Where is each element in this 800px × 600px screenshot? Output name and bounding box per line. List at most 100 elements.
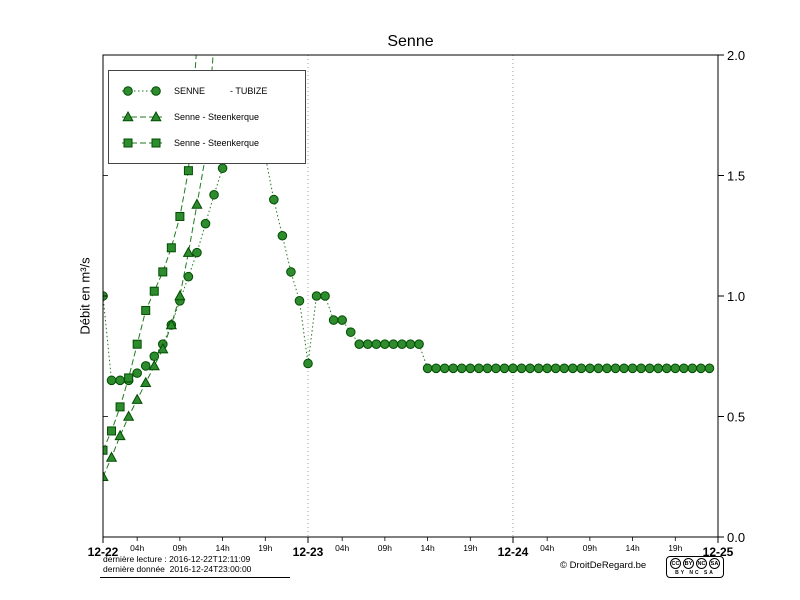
- square-marker: [149, 286, 159, 296]
- cc-license-badge[interactable]: CC BY NC SA BY NC SA: [666, 556, 724, 578]
- circle-marker: [593, 363, 604, 374]
- x-hour-label: 19h: [668, 543, 682, 553]
- copyright-link[interactable]: © DroitDeRegard.be: [560, 560, 647, 571]
- circle-marker: [422, 363, 433, 374]
- triangle-marker: [174, 289, 186, 301]
- legend: SENNE - TUBIZE Senne - Steenkerque Senne…: [108, 70, 306, 164]
- triangle-marker: [165, 318, 177, 330]
- square-marker: [124, 373, 134, 383]
- circle-marker: [320, 291, 330, 301]
- square-marker: [151, 138, 161, 148]
- square-marker: [123, 138, 133, 148]
- y-axis: 0.0 0.5 1.0 1.5 2.0: [103, 48, 745, 545]
- x-hour-label: 14h: [625, 543, 639, 553]
- x-hour-label: 19h: [258, 543, 272, 553]
- cc-icon: CC: [670, 558, 681, 569]
- legend-sample-line: [122, 138, 162, 148]
- circle-marker: [696, 363, 706, 374]
- circle-marker: [380, 339, 390, 350]
- triangle-marker: [209, 38, 219, 47]
- square-marker: [166, 243, 176, 253]
- circle-marker: [192, 247, 202, 258]
- circle-marker: [328, 315, 339, 325]
- x-hour-label: 04h: [130, 543, 144, 553]
- legend-sample-line: [122, 110, 162, 122]
- circle-marker: [354, 339, 365, 350]
- nc-icon: NC: [696, 558, 707, 569]
- circle-marker: [474, 363, 484, 374]
- legend-item-steenkerque-2: Senne - Steenkerque: [119, 130, 305, 156]
- circle-marker: [525, 363, 535, 374]
- circle-marker: [345, 327, 356, 337]
- circle-marker: [115, 375, 125, 386]
- gridlines: [307, 55, 514, 537]
- circle-marker: [491, 363, 501, 374]
- circle-marker: [151, 86, 161, 96]
- circle-marker: [636, 363, 646, 374]
- circle-marker: [405, 339, 416, 350]
- y-tick-label: 1.0: [727, 289, 745, 304]
- circle-marker: [679, 363, 689, 374]
- circle-marker: [371, 339, 382, 350]
- circle-marker: [132, 368, 142, 378]
- circle-marker: [183, 271, 194, 282]
- legend-label: Senne - Steenkerque: [174, 112, 260, 122]
- circle-marker: [106, 375, 117, 386]
- triangle-marker: [150, 110, 162, 122]
- x-hour-label: 14h: [215, 543, 229, 553]
- circle-marker: [585, 363, 595, 374]
- legend-item-tubize: SENNE - TUBIZE: [119, 78, 305, 104]
- series-triangle: [103, 38, 219, 482]
- circle-marker: [687, 363, 698, 374]
- x-day-label: 12-25: [703, 545, 734, 559]
- x-hour-label: 09h: [173, 543, 187, 553]
- y-tick-label: 0.5: [727, 410, 745, 425]
- footer-divider: [100, 577, 290, 578]
- cc-caption: BY NC SA: [675, 570, 715, 576]
- circle-marker: [610, 363, 621, 374]
- circle-marker: [508, 363, 518, 374]
- square-marker: [158, 267, 168, 277]
- circle-marker: [670, 363, 681, 374]
- circle-marker: [567, 363, 578, 374]
- circle-marker: [559, 363, 570, 374]
- circle-marker: [533, 363, 544, 374]
- circle-marker: [448, 363, 459, 374]
- by-icon: BY: [683, 558, 694, 569]
- circle-marker: [576, 363, 587, 374]
- circle-marker: [653, 363, 664, 374]
- triangle-marker: [131, 393, 143, 404]
- circle-marker: [397, 339, 407, 350]
- circle-marker: [602, 363, 612, 374]
- circle-marker: [627, 363, 638, 374]
- x-hour-label: 04h: [540, 543, 554, 553]
- circle-marker: [499, 363, 510, 374]
- cc-icons-row: CC BY NC SA: [670, 558, 720, 569]
- legend-label: Senne - Steenkerque: [174, 138, 260, 148]
- x-day-label: 12-24: [498, 545, 529, 559]
- circle-marker: [311, 291, 322, 301]
- triangle-marker: [191, 198, 203, 209]
- circle-marker: [550, 363, 561, 374]
- circle-marker: [516, 363, 527, 374]
- sa-icon: SA: [709, 558, 720, 569]
- triangle-marker: [105, 451, 118, 462]
- circle-marker: [303, 358, 313, 369]
- circle-marker: [200, 218, 211, 229]
- circle-marker: [704, 363, 715, 374]
- legend-sample-line: [122, 86, 162, 96]
- circle-marker: [337, 315, 347, 325]
- circle-marker: [209, 189, 219, 200]
- x-hour-label: 19h: [463, 543, 477, 553]
- x-hour-label: 04h: [335, 543, 349, 553]
- square-marker: [183, 166, 193, 176]
- circle-marker: [482, 363, 493, 374]
- triangle-marker: [122, 110, 134, 122]
- y-tick-label: 1.5: [727, 169, 745, 184]
- circle-marker: [217, 163, 228, 174]
- square-marker: [115, 402, 125, 412]
- last-data-text: dernière donnée 2016-12-24T23:00:00: [103, 564, 252, 574]
- circle-marker: [439, 363, 450, 374]
